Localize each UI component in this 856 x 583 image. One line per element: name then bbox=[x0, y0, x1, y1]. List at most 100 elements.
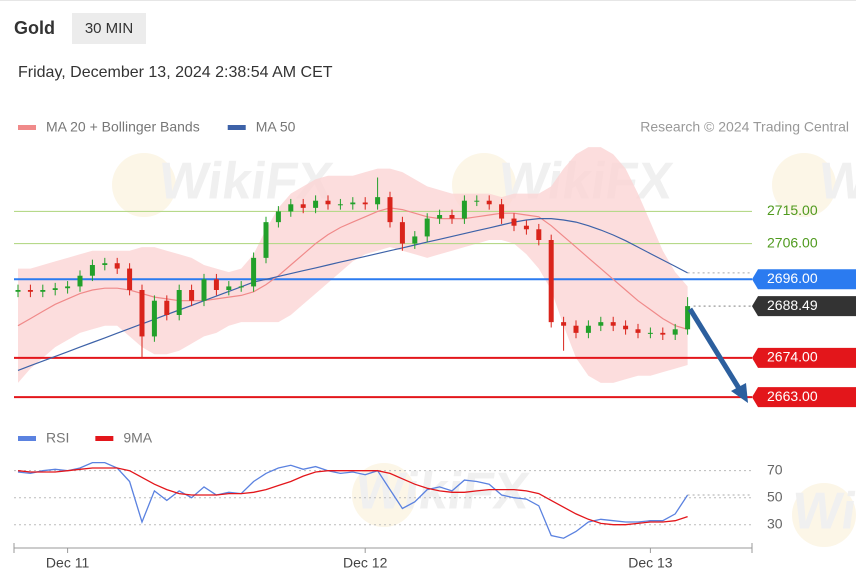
candle-body bbox=[15, 290, 21, 292]
candle-body bbox=[350, 202, 356, 205]
timeframe: 30 MIN bbox=[85, 20, 133, 37]
level-label-box bbox=[752, 269, 856, 290]
candle-body bbox=[40, 290, 46, 292]
datetime: Friday, December 13, 2024 2:38:54 AM CET bbox=[18, 64, 333, 81]
candle-body bbox=[449, 215, 455, 219]
candle-body bbox=[548, 240, 554, 323]
candle-body bbox=[52, 288, 58, 290]
candle-body bbox=[288, 204, 294, 212]
candle-body bbox=[598, 322, 604, 326]
legend-swatch bbox=[95, 436, 114, 441]
candle-body bbox=[461, 200, 467, 219]
rsi-panel: 30 50 70 RSI 9MA bbox=[14, 430, 783, 539]
y-tick-label: 50 bbox=[767, 488, 783, 504]
candle-body bbox=[585, 325, 591, 333]
candle-body bbox=[660, 332, 666, 335]
candle-body bbox=[672, 329, 678, 335]
candle-body bbox=[523, 225, 529, 230]
candle-body bbox=[424, 218, 430, 237]
candle-body bbox=[263, 222, 269, 258]
candle-body bbox=[151, 300, 157, 337]
legend-swatch bbox=[18, 436, 36, 441]
legend-swatch bbox=[227, 125, 246, 130]
legend-label: MA 20 + Bollinger Bands bbox=[46, 119, 200, 135]
level-label: 2688.49 bbox=[767, 297, 818, 313]
candle-body bbox=[201, 279, 207, 301]
y-tick-label: 70 bbox=[767, 461, 783, 477]
candle-body bbox=[561, 322, 567, 326]
candle-body bbox=[337, 204, 343, 206]
candle-body bbox=[251, 257, 257, 287]
watermark: WikiFX bbox=[789, 483, 856, 541]
candle-body bbox=[610, 322, 616, 326]
legend-label: 9MA bbox=[123, 430, 152, 446]
ma-line bbox=[17, 218, 688, 371]
candle-body bbox=[313, 200, 319, 208]
candle-body bbox=[176, 290, 182, 315]
candle-body bbox=[399, 222, 405, 244]
legend-label: MA 50 bbox=[256, 119, 296, 135]
candle-body bbox=[65, 286, 71, 289]
level-label-box bbox=[752, 347, 856, 368]
level-label: 2706.00 bbox=[767, 234, 818, 250]
forecast-arrow bbox=[687, 307, 743, 392]
candle-body bbox=[623, 325, 629, 330]
forecast-arrow-head bbox=[731, 383, 748, 403]
title: Gold bbox=[14, 18, 55, 38]
candle-body bbox=[213, 279, 219, 290]
candle-body bbox=[536, 229, 542, 240]
candle-body bbox=[89, 265, 95, 276]
candle-body bbox=[189, 290, 195, 301]
candle-body bbox=[300, 204, 306, 208]
price-panel: MA 20 + Bollinger Bands MA 50 2715.00 2706.… bbox=[14, 119, 856, 408]
candle-body bbox=[325, 200, 331, 205]
candle-body bbox=[27, 290, 33, 292]
timeframe-box bbox=[72, 13, 146, 44]
watermark-logo bbox=[352, 463, 416, 527]
level-label-box bbox=[752, 296, 856, 317]
level-label: 2674.00 bbox=[767, 349, 818, 365]
rsi-line bbox=[17, 461, 689, 539]
candle-body bbox=[474, 200, 480, 202]
candle-body bbox=[647, 332, 653, 334]
bollinger-band bbox=[18, 147, 688, 383]
candle-body bbox=[387, 197, 393, 223]
watermark-logo bbox=[112, 153, 176, 217]
candle-body bbox=[486, 200, 492, 205]
candle-body bbox=[139, 290, 145, 337]
candle-body bbox=[635, 329, 641, 333]
candle-body bbox=[114, 263, 120, 269]
candle-body bbox=[685, 306, 691, 330]
watermark-logo bbox=[792, 483, 856, 547]
level-label: 2715.00 bbox=[767, 202, 818, 218]
level-label: 2663.00 bbox=[767, 388, 818, 404]
candle-body bbox=[511, 218, 517, 226]
candle-body bbox=[127, 268, 133, 290]
candle-body bbox=[238, 286, 244, 288]
rsi-line bbox=[17, 467, 688, 526]
watermark: WikiFX bbox=[815, 153, 856, 211]
candle-body bbox=[226, 286, 232, 290]
candle-body bbox=[164, 300, 170, 315]
level-label: 2696.00 bbox=[767, 270, 818, 286]
x-tick-label: Dec 12 bbox=[343, 555, 388, 571]
credit: Research © 2024 Trading Central bbox=[640, 119, 849, 135]
x-tick-label: Dec 13 bbox=[628, 555, 673, 571]
candle-body bbox=[499, 204, 505, 219]
legend-label: RSI bbox=[46, 430, 69, 446]
legend-swatch bbox=[18, 125, 36, 130]
x-tick-label: Dec 11 bbox=[46, 555, 90, 571]
candle-body bbox=[77, 275, 83, 287]
y-tick-label: 30 bbox=[767, 515, 783, 531]
candle-body bbox=[102, 263, 108, 265]
candle-body bbox=[437, 215, 443, 219]
candle-body bbox=[573, 325, 579, 333]
watermark-logo bbox=[772, 153, 836, 217]
candle-body bbox=[275, 211, 281, 223]
candle-body bbox=[362, 202, 368, 205]
candle-body bbox=[375, 197, 381, 205]
level-label-box bbox=[752, 387, 856, 408]
candle-body bbox=[412, 236, 418, 244]
